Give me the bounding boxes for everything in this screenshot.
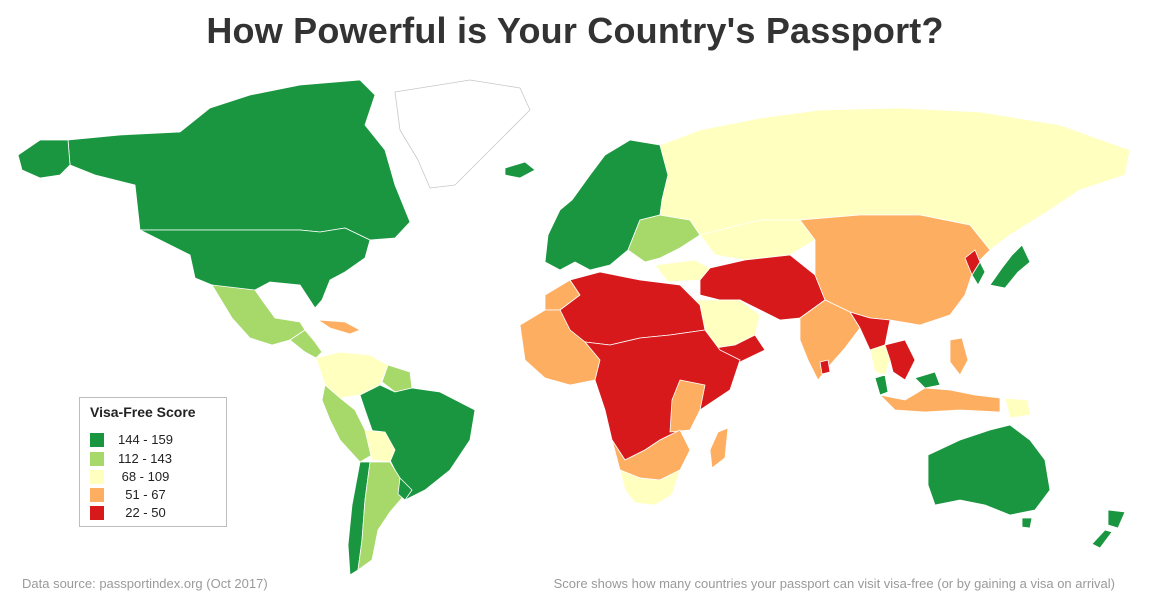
region-papua-new-guinea — [1004, 397, 1031, 419]
map-title: How Powerful is Your Country's Passport? — [206, 10, 944, 51]
legend-label: 51 - 67 — [118, 487, 166, 502]
legend-title: Visa-Free Score — [90, 404, 196, 420]
legend: Visa-Free Score 144 - 159 112 - 143 68 -… — [79, 397, 227, 527]
legend-label: 22 - 50 — [118, 505, 166, 520]
world-choropleth-map — [17, 79, 1131, 576]
region-south-korea — [971, 261, 986, 286]
region-malaysia — [874, 371, 941, 396]
region-tasmania — [1021, 517, 1033, 529]
region-australia — [927, 424, 1051, 516]
legend-swatch — [90, 488, 104, 502]
region-alaska — [17, 139, 71, 179]
region-bolivia — [364, 429, 396, 463]
region-philippines — [949, 337, 969, 376]
region-argentina-paraguay — [357, 461, 403, 571]
legend-swatch — [90, 470, 104, 484]
legend-swatch — [90, 452, 104, 466]
region-canada — [67, 79, 411, 241]
region-thailand — [869, 344, 891, 376]
region-japan — [989, 244, 1031, 289]
region-south-africa-botswana — [619, 469, 681, 506]
region-new-zealand — [1091, 509, 1126, 549]
legend-swatch — [90, 506, 104, 520]
legend-label: 68 - 109 — [118, 469, 170, 484]
region-kenya-tanzania — [669, 379, 706, 433]
legend-swatch — [90, 433, 104, 447]
region-laos-vietnam — [884, 339, 916, 381]
region-central-america — [289, 329, 323, 359]
region-united-states — [139, 227, 371, 309]
data-source-note: Data source: passportindex.org (Oct 2017… — [22, 576, 268, 591]
region-iceland — [504, 161, 536, 179]
score-explanation-note: Score shows how many countries your pass… — [553, 576, 1115, 591]
region-mexico — [211, 284, 306, 346]
region-caribbean — [317, 319, 361, 335]
region-greenland — [394, 79, 531, 189]
region-india — [799, 299, 861, 381]
region-kazakhstan — [699, 219, 816, 261]
region-peru-ecuador — [321, 384, 373, 463]
region-madagascar — [709, 427, 729, 469]
region-ukraine-balkans — [627, 214, 701, 263]
legend-label: 144 - 159 — [118, 432, 173, 447]
region-sri-lanka — [819, 359, 831, 375]
region-russia — [659, 107, 1131, 251]
region-uruguay — [397, 477, 413, 501]
region-indonesia — [879, 387, 1001, 413]
legend-label: 112 - 143 — [118, 451, 172, 466]
